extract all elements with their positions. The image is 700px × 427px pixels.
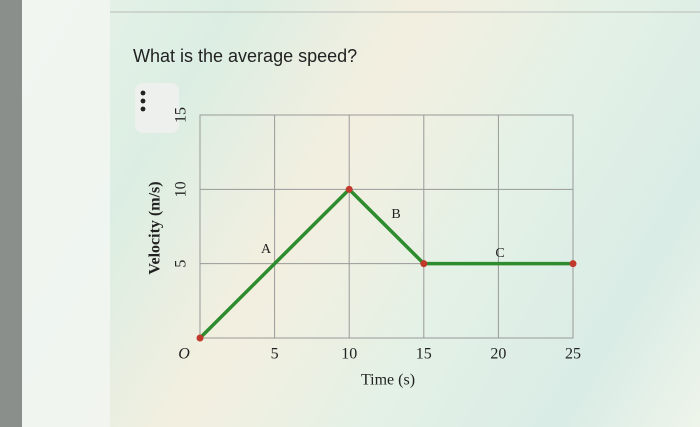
data-point [420,260,428,268]
segment-label: B [391,207,400,222]
x-axis-label: Time (s) [361,372,415,389]
menu-button[interactable] [135,83,179,133]
segment-label: A [261,242,272,257]
question: What is the average speed? [133,46,357,66]
x-tick-label: 10 [341,346,357,363]
menu-dot [140,106,146,112]
segment-label: C [495,246,504,261]
y-tick-label: 5 [173,260,190,268]
side-panel [22,0,110,427]
data-point [569,260,577,268]
x-tick-label: 25 [565,346,581,363]
menu-dot [140,90,146,96]
x-tick-label: 5 [271,346,279,363]
screen-edge [0,0,22,427]
data-line [198,187,573,340]
y-axis-label: Velocity (m/s) [147,181,164,274]
menu-dot [140,98,146,104]
y-tick-label: 15 [173,107,190,123]
x-tick-label: O [178,346,190,363]
y-tick-label: 10 [173,181,190,197]
x-tick-label: 20 [490,346,506,363]
x-tick-label: 15 [416,346,432,363]
data-point [345,185,353,193]
data-point [196,334,204,342]
